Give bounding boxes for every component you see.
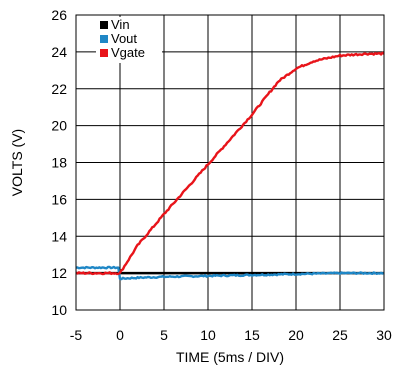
y-tick-label: 18 <box>51 155 67 171</box>
x-tick-label: 30 <box>376 327 392 343</box>
y-tick-label: 16 <box>51 191 67 207</box>
y-tick-label: 20 <box>51 118 67 134</box>
y-tick-label: 14 <box>51 228 67 244</box>
legend-label: Vin <box>111 17 130 32</box>
y-tick-label: 24 <box>51 44 67 60</box>
grid-lines <box>76 15 384 310</box>
x-tick-label: -5 <box>70 327 83 343</box>
legend-swatch <box>100 35 108 43</box>
x-tick-label: 20 <box>288 327 304 343</box>
series-line-vout <box>75 265 385 281</box>
legend-swatch <box>100 49 108 57</box>
x-tick-label: 10 <box>200 327 216 343</box>
x-axis-label: TIME (5ms / DIV) <box>176 349 284 365</box>
x-tick-label: 5 <box>160 327 168 343</box>
series-lines <box>75 51 385 281</box>
x-tick-label: 0 <box>116 327 124 343</box>
y-axis-label: VOLTS (V) <box>9 129 25 196</box>
plot-frame <box>75 14 385 311</box>
y-tick-label: 26 <box>51 7 67 23</box>
legend-label: Vout <box>111 31 137 46</box>
y-tick-label: 22 <box>51 81 67 97</box>
legend-label: Vgate <box>111 45 145 60</box>
series-line-vgate <box>75 51 385 276</box>
y-tick-label: 10 <box>51 302 67 318</box>
x-tick-label: 15 <box>244 327 260 343</box>
legend-swatch <box>100 21 108 29</box>
tick-labels: -5 0 5 10 15 20 25 30 10 12 14 16 18 20 22 24 26 <box>51 7 392 343</box>
y-tick-label: 12 <box>51 265 67 281</box>
x-tick-label: 25 <box>332 327 348 343</box>
